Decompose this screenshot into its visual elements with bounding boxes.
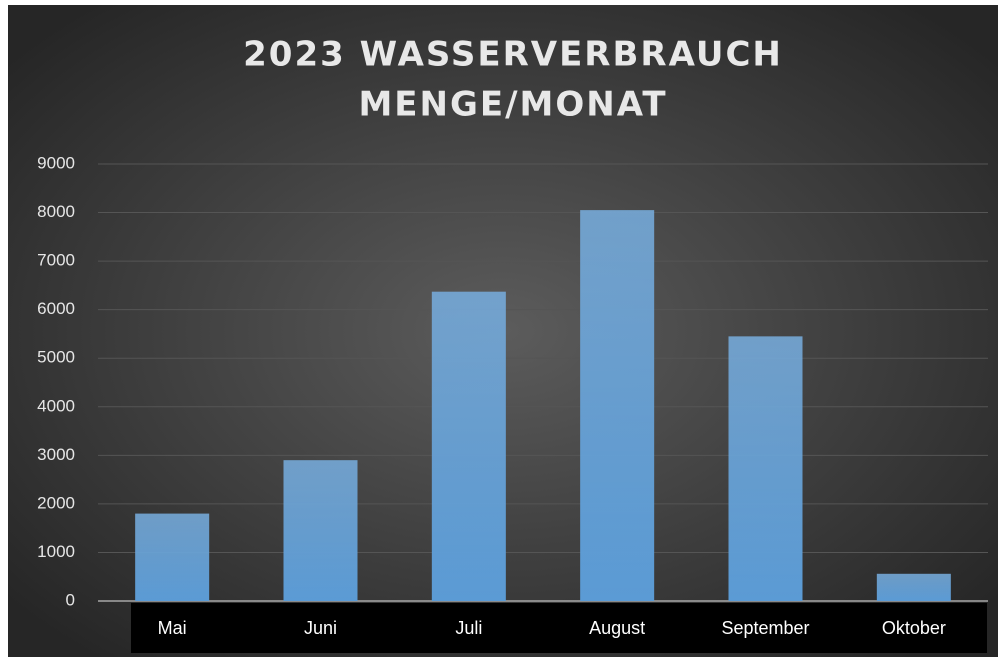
category-strip xyxy=(131,603,987,653)
y-tick-label: 6000 xyxy=(37,299,75,318)
x-tick-label: September xyxy=(721,618,809,638)
y-tick-label: 7000 xyxy=(37,251,75,270)
y-tick-label: 9000 xyxy=(37,153,75,172)
x-tick-label: Juni xyxy=(304,618,337,638)
y-tick-label: 8000 xyxy=(37,202,75,221)
y-tick-label: 1000 xyxy=(37,542,75,561)
bar-shine xyxy=(876,573,951,601)
y-tick-label: 2000 xyxy=(37,493,75,512)
y-tick-label: 0 xyxy=(66,590,75,609)
x-tick-label: Juli xyxy=(455,618,482,638)
y-tick-label: 3000 xyxy=(37,445,75,464)
bar-shine xyxy=(135,513,210,601)
bar-shine xyxy=(580,210,655,601)
x-tick-label: Oktober xyxy=(882,618,946,638)
y-tick-label: 4000 xyxy=(37,396,75,415)
x-tick-label: August xyxy=(589,618,645,638)
bar-shine xyxy=(431,291,506,601)
bar-shine xyxy=(728,336,803,601)
bar-shine xyxy=(283,460,358,601)
x-tick-label: Mai xyxy=(158,618,187,638)
chart-title: MENGE/MONAT xyxy=(358,85,667,125)
chart-title: 2023 WASSERVERBRAUCH xyxy=(243,35,783,75)
y-tick-label: 5000 xyxy=(37,348,75,367)
